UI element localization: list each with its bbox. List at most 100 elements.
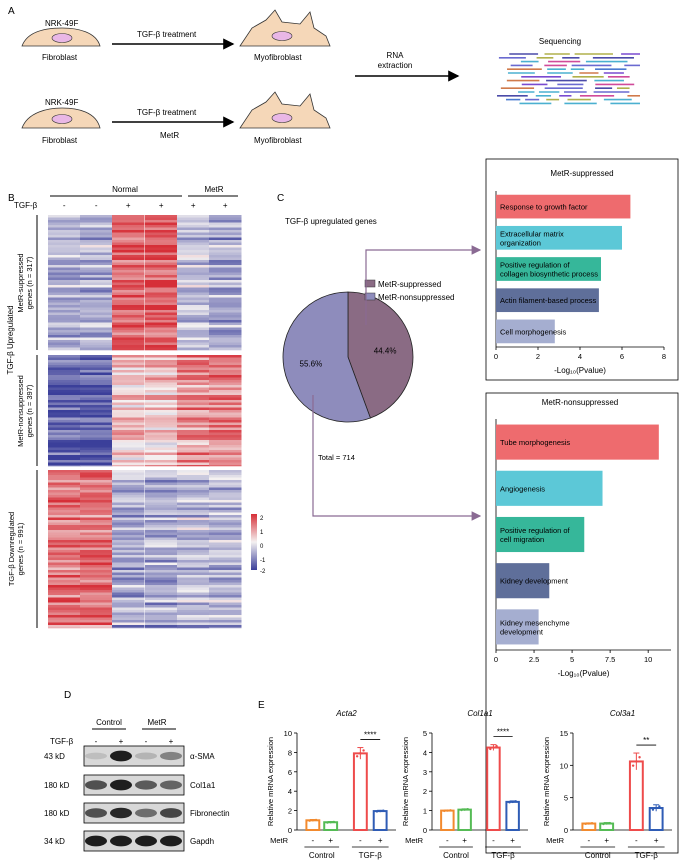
heatmap-cell bbox=[209, 437, 242, 441]
heatmap-cell bbox=[209, 545, 242, 548]
heatmap-cell bbox=[112, 605, 145, 608]
data-point bbox=[489, 747, 492, 751]
heatmap-cell bbox=[177, 457, 210, 461]
heatmap-cell bbox=[145, 342, 178, 346]
heatmap-cell bbox=[145, 552, 178, 556]
heatmap-cell bbox=[177, 367, 210, 371]
heatmap-cell bbox=[177, 252, 210, 256]
heatmap-cell bbox=[209, 227, 242, 231]
heatmap-cell bbox=[177, 625, 210, 628]
heatmap-cell bbox=[177, 267, 210, 271]
heatmap-cell bbox=[209, 277, 242, 281]
heatmap-cell bbox=[209, 560, 242, 563]
x-tick-label: 2 bbox=[536, 352, 540, 361]
heatmap-cell bbox=[80, 302, 113, 306]
heatmap-cell bbox=[145, 622, 178, 626]
heatmap-cell bbox=[145, 530, 178, 533]
data-point bbox=[375, 810, 379, 813]
myofibroblast-cell bbox=[239, 91, 331, 129]
heatmap-cell bbox=[209, 462, 242, 466]
heatmap-cell bbox=[112, 455, 145, 458]
heatmap-cell bbox=[209, 385, 242, 388]
heatmap-cell bbox=[80, 297, 113, 301]
heatmap-cell bbox=[145, 322, 178, 326]
heatmap-cell bbox=[177, 525, 210, 528]
heatmap-cell bbox=[209, 435, 242, 438]
bar-label: Positive regulation of bbox=[500, 526, 571, 535]
heatmap-cell bbox=[48, 420, 81, 423]
heatmap-cell bbox=[177, 580, 210, 583]
heatmap-cell bbox=[48, 605, 81, 608]
panel-b: B Normal MetR TGF-β - - + + + + MetR-suppress… bbox=[6, 185, 266, 629]
western-blots: 43 kD α-SMA 180 kD Col1a1 180 kD Fibronectin 3… bbox=[44, 745, 230, 852]
heatmap-cell bbox=[145, 562, 178, 566]
heatmap-cell bbox=[112, 535, 145, 538]
heatmap-cell bbox=[112, 232, 145, 236]
group-label: Control bbox=[585, 851, 611, 860]
heatmap-cell bbox=[145, 590, 178, 593]
heatmap-cell bbox=[80, 300, 113, 303]
panel-label-a: A bbox=[8, 6, 15, 17]
y-axis-label: Relative mRNA expression bbox=[401, 737, 410, 826]
heatmap-cell bbox=[112, 472, 145, 476]
heatmap-cell bbox=[209, 300, 242, 303]
heatmap-cell bbox=[48, 370, 81, 373]
heatmap-cell bbox=[145, 285, 178, 288]
heatmap-cell bbox=[112, 397, 145, 401]
heatmap-cell bbox=[209, 362, 242, 366]
metr-sign: - bbox=[635, 836, 638, 845]
heatmap-cell bbox=[48, 590, 81, 593]
heatmap-cell bbox=[177, 317, 210, 321]
bar bbox=[496, 609, 539, 645]
heatmap-cell bbox=[177, 265, 210, 268]
heatmap-cell bbox=[209, 602, 242, 606]
heatmap-cell bbox=[177, 582, 210, 586]
heatmap-cell bbox=[145, 362, 178, 366]
heatmap-cell bbox=[177, 420, 210, 423]
heatmap-cell bbox=[112, 257, 145, 261]
heatmap-cell bbox=[177, 485, 210, 488]
heatmap-cell bbox=[209, 367, 242, 371]
group-control-label: Control bbox=[96, 718, 122, 727]
heatmap-cell bbox=[145, 415, 178, 418]
heatmap-cell bbox=[177, 577, 210, 581]
heatmap-cell bbox=[80, 227, 113, 231]
metr-label: MetR bbox=[546, 836, 565, 845]
heatmap-cell bbox=[112, 545, 145, 548]
heatmap-cell bbox=[209, 427, 242, 431]
heatmap-cell bbox=[145, 317, 178, 321]
heatmap-cell bbox=[177, 427, 210, 431]
heatmap-cell bbox=[80, 255, 113, 258]
heatmap-cell bbox=[177, 347, 210, 351]
heatmap-cell bbox=[177, 435, 210, 438]
heatmap-cell bbox=[145, 507, 178, 511]
heatmap-cell bbox=[80, 605, 113, 608]
heatmap-cell bbox=[209, 472, 242, 476]
panel-a: A NRK-49F Fibroblast TGF-β treatment Myo… bbox=[8, 6, 640, 145]
heatmap-cell bbox=[80, 552, 113, 556]
heatmap-cell bbox=[48, 462, 81, 466]
heatmap-cell bbox=[48, 442, 81, 446]
chart-title: Col1a1 bbox=[467, 709, 492, 718]
heatmap-cell bbox=[209, 557, 242, 561]
heatmap-cell bbox=[112, 555, 145, 558]
heatmap-cell bbox=[48, 537, 81, 541]
bar bbox=[352, 752, 368, 831]
metr-sign: + bbox=[462, 836, 467, 845]
heatmap-cell bbox=[112, 567, 145, 571]
heatmap-cell bbox=[209, 500, 242, 503]
heatmap-cell bbox=[209, 342, 242, 346]
bar-label: Positive regulation of bbox=[500, 261, 571, 270]
heatmap-cell bbox=[80, 567, 113, 571]
heatmap-cell bbox=[177, 595, 210, 598]
significance-label: **** bbox=[497, 728, 509, 737]
heatmap-cell bbox=[48, 220, 81, 223]
heatmap-cell bbox=[48, 505, 81, 508]
heatmap-cell bbox=[80, 360, 113, 363]
heatmap-cell bbox=[80, 520, 113, 523]
heatmap-cell bbox=[48, 620, 81, 623]
heatmap-cell bbox=[112, 427, 145, 431]
heatmap-cell bbox=[145, 417, 178, 421]
scale-tick: -2 bbox=[260, 569, 266, 575]
heatmap-cell bbox=[48, 427, 81, 431]
